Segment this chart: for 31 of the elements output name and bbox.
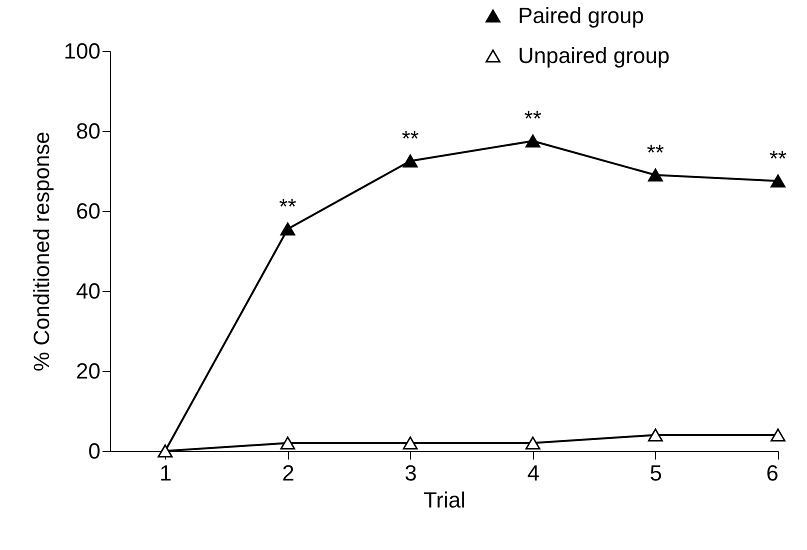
annotation: **	[524, 106, 542, 131]
y-tick-label: 100	[64, 38, 100, 64]
point	[770, 428, 786, 442]
point	[280, 222, 296, 236]
y-tick-label: 80	[76, 118, 100, 144]
x-tick-label: 3	[404, 460, 417, 486]
point	[525, 436, 540, 450]
x-tick-label: 4	[527, 460, 540, 486]
point	[280, 436, 296, 450]
x-tick-label: 2	[282, 460, 294, 486]
y-axis-title: % Conditioned response	[28, 132, 54, 372]
y-tick-label: 20	[76, 358, 100, 384]
point	[525, 134, 540, 148]
x-axis-title: Trial	[424, 488, 466, 512]
point	[402, 436, 418, 450]
y-tick-label: 60	[76, 198, 100, 224]
x-tick-label: 6	[766, 460, 778, 486]
legend-label: Unpaired group	[518, 43, 670, 68]
point	[770, 174, 786, 188]
y-tick-label: 40	[76, 278, 100, 304]
annotation: **	[646, 140, 664, 165]
annotation: **	[402, 126, 420, 151]
legend-label: Paired group	[518, 3, 644, 28]
x-tick-label: 5	[650, 460, 662, 486]
y-tick-label: 0	[88, 438, 100, 464]
annotation: **	[769, 146, 787, 171]
point	[402, 154, 418, 168]
x-tick-label: 1	[160, 460, 172, 486]
point	[648, 168, 663, 182]
annotation: **	[279, 194, 297, 219]
point	[648, 428, 663, 442]
